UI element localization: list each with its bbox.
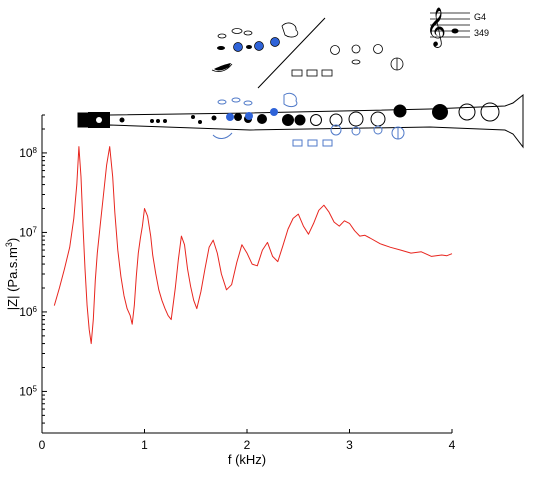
open-tone-holes xyxy=(310,102,500,127)
note-inset: 𝄞 G4 349 xyxy=(426,7,489,48)
y-axis-label-close: ) xyxy=(5,238,20,242)
note-name: G4 xyxy=(474,12,486,22)
y-tick-label: 106 xyxy=(19,304,37,319)
treble-clef-icon: 𝄞 xyxy=(426,7,446,48)
y-tick-label: 108 xyxy=(19,145,37,160)
y-axis-label-main: |Z| (Pa.s.m xyxy=(5,247,20,310)
closed-tone-holes xyxy=(119,104,448,126)
mouthpiece xyxy=(78,112,110,128)
instrument-diagram xyxy=(77,92,524,149)
staff-lines xyxy=(430,12,470,38)
y-ticks: 105 106 107 108 xyxy=(19,114,47,434)
x-ticks: 0 1 2 3 4 xyxy=(39,429,456,452)
x-tick-label: 4 xyxy=(449,438,456,452)
x-tick-label: 3 xyxy=(346,438,353,452)
series-layer xyxy=(53,146,453,345)
x-tick-label: 1 xyxy=(141,438,148,452)
fingering-holes-closed xyxy=(233,37,280,52)
fingering-divider xyxy=(257,17,326,89)
y-tick-label: 107 xyxy=(19,225,37,240)
plot-axes xyxy=(41,115,452,434)
note-head-icon xyxy=(451,28,459,34)
y-axis-label: |Z| (Pa.s.m3) xyxy=(4,238,20,310)
x-tick-label: 2 xyxy=(244,438,251,452)
fingering-keys-filled xyxy=(214,45,252,71)
fingering-chart xyxy=(211,17,404,89)
y-tick-label: 105 xyxy=(19,384,37,399)
pressed-keys xyxy=(226,108,278,121)
fingering-keys-outline xyxy=(211,22,404,77)
y-axis-label-exponent: 3 xyxy=(4,242,14,247)
note-frequency: 349 xyxy=(474,28,489,38)
impedance-curve xyxy=(53,146,453,345)
x-tick-label: 0 xyxy=(39,438,46,452)
x-axis-label: f (kHz) xyxy=(228,452,266,467)
key-mechanism-overlay xyxy=(212,92,405,147)
